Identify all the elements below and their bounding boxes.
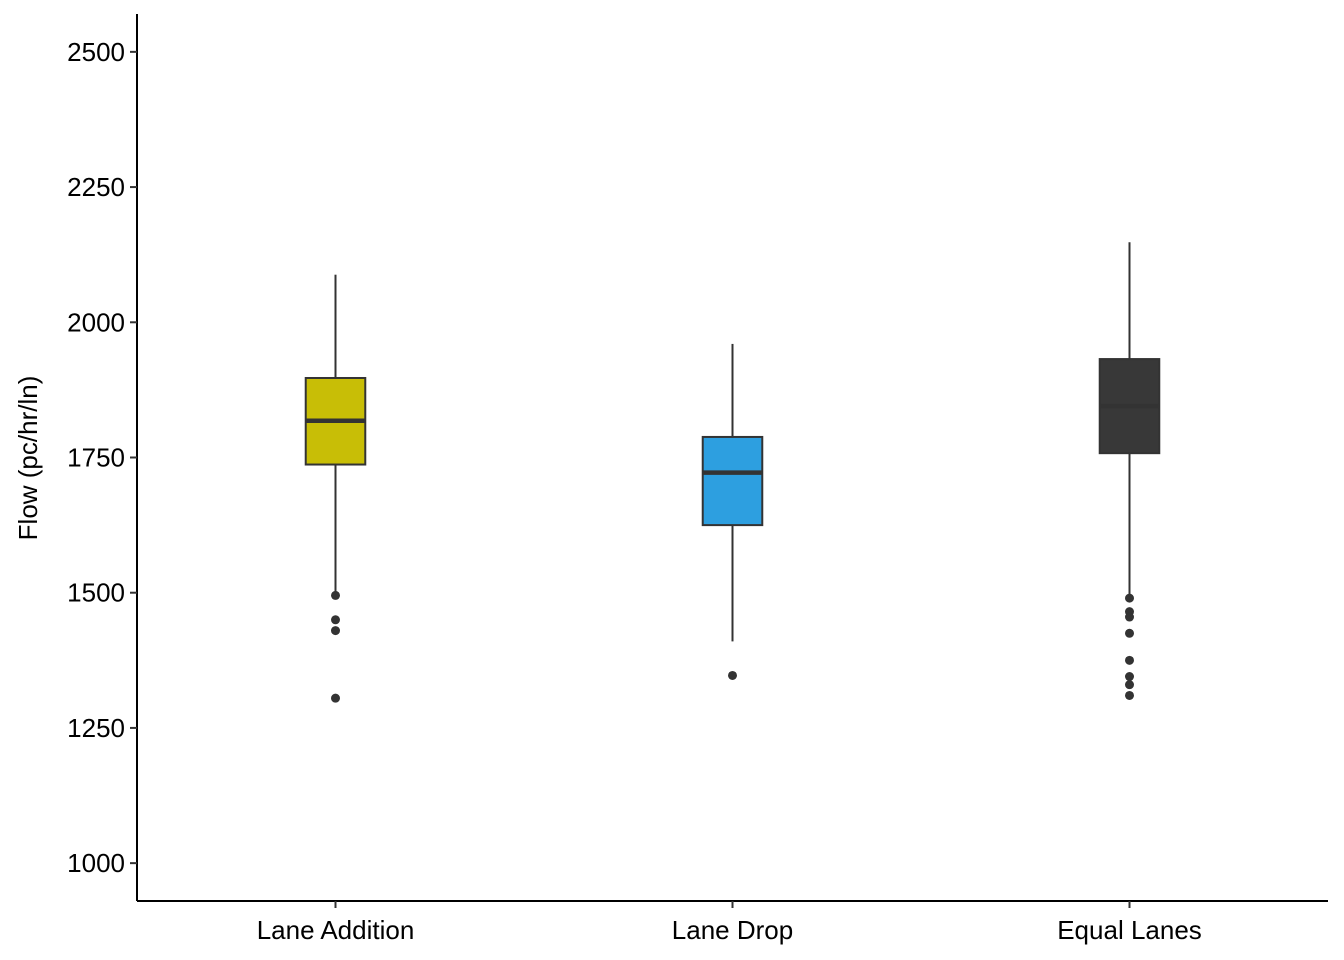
outlier-point xyxy=(331,615,340,625)
outlier-point xyxy=(1125,612,1134,622)
outlier-point xyxy=(1125,690,1134,700)
y-tick-label: 1750 xyxy=(67,443,125,473)
outlier-point xyxy=(1125,672,1134,682)
x-tick-label: Lane Addition xyxy=(257,915,415,945)
y-tick-label: 1250 xyxy=(67,713,125,743)
y-tick-label: 2000 xyxy=(67,307,125,337)
y-tick-label: 2250 xyxy=(67,172,125,202)
outlier-point xyxy=(331,693,340,703)
outlier-point xyxy=(331,626,340,636)
outlier-point xyxy=(331,590,340,600)
y-tick-label: 1500 xyxy=(67,578,125,608)
axes: 1000 1250 1500 1750 2000 2250 2500 Lane Additio… xyxy=(67,14,1328,945)
y-tick-label: 1000 xyxy=(67,848,125,878)
box-group xyxy=(701,343,764,680)
y-axis-title: Flow (pc/hr/ln) xyxy=(13,376,43,541)
boxes xyxy=(304,242,1161,703)
outlier-point xyxy=(1125,655,1134,665)
y-tick-label: 2500 xyxy=(67,37,125,67)
box-group xyxy=(304,274,367,703)
outlier-point xyxy=(728,670,737,680)
outlier-point xyxy=(1125,628,1134,638)
outlier-point xyxy=(1125,593,1134,603)
x-tick-label: Equal Lanes xyxy=(1057,915,1202,945)
box-group xyxy=(1098,242,1161,700)
outlier-point xyxy=(1125,680,1134,690)
x-tick-label: Lane Drop xyxy=(672,915,793,945)
box-iqr xyxy=(701,435,764,527)
